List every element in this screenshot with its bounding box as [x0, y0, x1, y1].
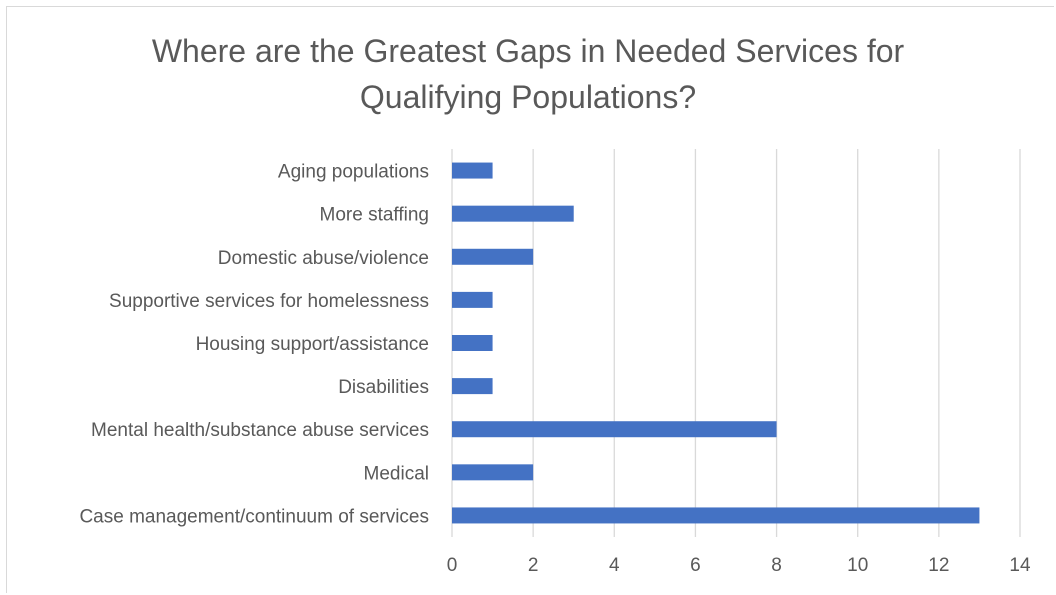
x-tick-label: 2 [528, 555, 539, 576]
bar [452, 162, 493, 179]
category-label: Domestic abuse/violence [218, 248, 429, 269]
category-label: Aging populations [278, 162, 429, 183]
category-label: Disabilities [338, 377, 429, 398]
bar [452, 507, 980, 524]
bar [452, 248, 534, 265]
bar [452, 378, 493, 395]
category-label: Supportive services for homelessness [109, 291, 429, 312]
category-label: Housing support/assistance [196, 334, 429, 355]
bar [452, 205, 574, 222]
category-labels: Aging populations More staffing Domestic a… [79, 162, 429, 528]
bar [452, 464, 534, 481]
x-tick-label: 14 [1009, 555, 1031, 576]
chart-frame [6, 6, 1054, 593]
x-tick-label: 6 [690, 555, 701, 576]
x-tick-label: 12 [928, 555, 949, 576]
x-axis-ticks: 0 2 4 6 8 10 12 14 [447, 555, 1031, 576]
category-label: Medical [364, 463, 429, 484]
category-label: Mental health/substance abuse services [91, 420, 429, 441]
chart-title-line-1: Where are the Greatest Gaps in Needed Se… [151, 33, 905, 69]
x-tick-label: 0 [447, 555, 458, 576]
x-tick-label: 10 [847, 555, 868, 576]
x-tick-label: 4 [609, 555, 620, 576]
x-tick-label: 8 [771, 555, 782, 576]
chart-title: Where are the Greatest Gaps in Needed Se… [0, 28, 1056, 120]
bar [452, 291, 493, 308]
category-label: More staffing [320, 205, 429, 226]
chart-title-line-2: Qualifying Populations? [359, 79, 697, 115]
bar [452, 421, 777, 438]
bars [452, 162, 980, 524]
category-label: Case management/continuum of services [79, 506, 429, 527]
bar [452, 335, 493, 351]
